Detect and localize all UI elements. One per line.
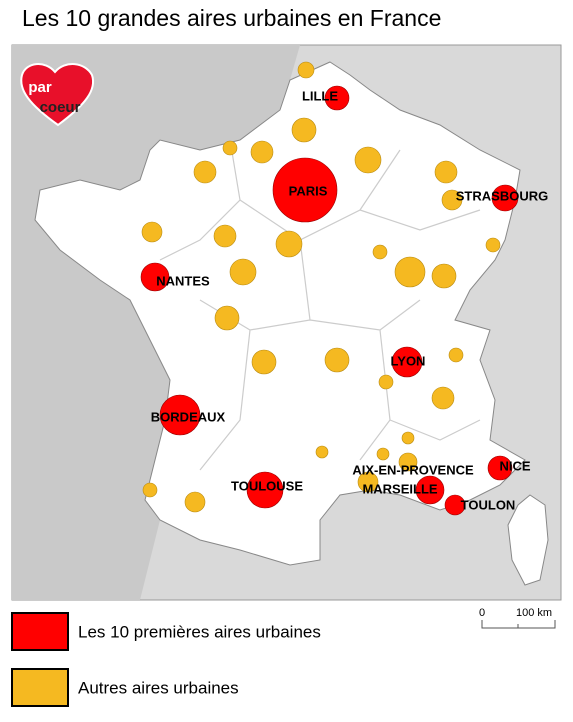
scale-line	[481, 620, 556, 629]
major-urban-area	[391, 346, 423, 378]
scale-label: 100 km	[516, 607, 552, 619]
legend: Les 10 premières aires urbaines Autres a…	[11, 612, 321, 707]
city-label: TOULOUSE	[231, 478, 303, 493]
urban-area	[354, 146, 382, 174]
city-label: AIX-EN-PROVENCE	[352, 462, 474, 477]
urban-area	[448, 347, 464, 363]
map	[11, 44, 562, 601]
urban-area	[214, 305, 240, 331]
logo-text: par	[28, 79, 52, 96]
city-label: PARIS	[289, 183, 328, 198]
urban-area	[324, 347, 350, 373]
major-urban-area	[246, 471, 284, 509]
city-label: NANTES	[156, 273, 210, 288]
urban-area	[315, 445, 329, 459]
heart	[20, 63, 95, 127]
urban-area	[141, 221, 163, 243]
urban-area	[431, 263, 457, 289]
urban-area	[441, 189, 463, 211]
urban-area	[213, 224, 237, 248]
sea	[12, 45, 300, 600]
urban-area	[193, 160, 217, 184]
urban-area	[291, 117, 317, 143]
urban-area	[184, 491, 206, 513]
urban-area	[485, 237, 501, 253]
major-urban-area	[487, 455, 513, 481]
urban-area	[372, 244, 388, 260]
urban-area	[251, 349, 277, 375]
logo-text: coeur	[40, 99, 81, 116]
city-label: STRASBOURG	[456, 188, 548, 203]
corsica	[507, 494, 549, 586]
urban-area	[434, 160, 458, 184]
scale-label: 0	[479, 607, 485, 619]
city-label: TOULON	[461, 497, 516, 512]
legend-swatch	[11, 612, 69, 651]
urban-area	[394, 256, 426, 288]
major-urban-area	[444, 494, 466, 516]
scale-bar: 0 100 km	[479, 607, 556, 629]
logo: par coeur	[20, 63, 95, 127]
city-label: MARSEILLE	[362, 481, 437, 496]
city-label: LILLE	[302, 88, 338, 103]
city-labels: LILLE PARIS STRASBOURG NANTES LYON BORDEAUX TO…	[151, 88, 548, 512]
major-urban-area	[491, 184, 519, 212]
urban-area	[401, 431, 415, 445]
legend-label: Autres aires urbaines	[78, 678, 239, 697]
urban-area	[357, 471, 379, 493]
region-borders	[159, 139, 481, 471]
urban-area	[250, 140, 274, 164]
urban-area	[431, 386, 455, 410]
major-urban-area	[272, 157, 338, 223]
major-urban-area	[415, 475, 445, 505]
major-urban-area	[140, 262, 170, 292]
urban-area	[378, 374, 394, 390]
major-urban-area	[324, 85, 350, 111]
urban-area	[229, 258, 257, 286]
urban-area	[376, 447, 390, 461]
urban-area	[297, 61, 315, 79]
urban-area	[398, 452, 418, 472]
legend-swatch	[11, 668, 69, 707]
city-label: NICE	[499, 458, 530, 473]
urban-area	[222, 140, 238, 156]
city-label: LYON	[391, 353, 426, 368]
legend-label: Les 10 premières aires urbaines	[78, 622, 321, 641]
urban-area	[275, 230, 303, 258]
urban-area	[142, 482, 158, 498]
map-title: Les 10 grandes aires urbaines en France	[22, 5, 441, 31]
city-label: BORDEAUX	[151, 409, 226, 424]
major-urban-area	[159, 394, 201, 436]
